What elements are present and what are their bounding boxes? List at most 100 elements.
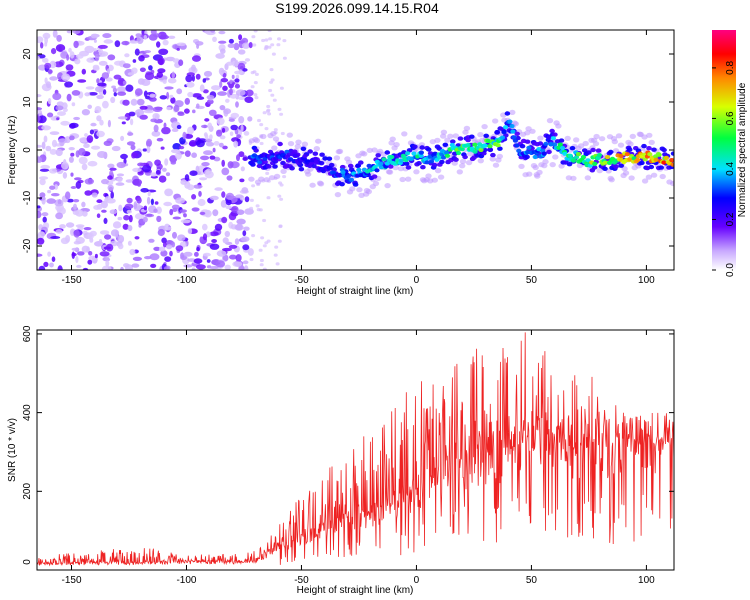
spectral-ridge-mark xyxy=(569,146,576,151)
spectral-noise-mark xyxy=(220,48,226,54)
spectral-noise-mark xyxy=(154,201,159,205)
spectral-noise-mark xyxy=(50,116,58,121)
spectral-noise-mark xyxy=(236,154,240,162)
spectral-ridge-mark xyxy=(514,131,520,136)
spectral-ridge-mark xyxy=(398,158,404,163)
spectral-noise-mark xyxy=(248,42,253,49)
spectral-noise-mark xyxy=(224,230,230,238)
spectral-noise-mark xyxy=(81,163,88,171)
spectral-noise-mark xyxy=(175,197,186,204)
spectral-ridge-mark xyxy=(425,173,432,179)
spectral-noise-mark xyxy=(165,172,171,177)
spectral-noise-mark xyxy=(59,224,66,229)
spectral-ridge-mark xyxy=(584,175,591,181)
spectral-noise-mark xyxy=(138,55,145,62)
spectral-ridge-mark xyxy=(511,135,517,140)
spectral-noise-mark xyxy=(104,258,111,262)
spectral-ridge-mark xyxy=(272,136,280,142)
spectral-noise-mark xyxy=(107,175,113,180)
spectral-noise-mark xyxy=(219,105,226,111)
figure-title: S199.2026.099.14.15.R04 xyxy=(275,0,439,16)
spectral-noise-mark xyxy=(240,236,250,243)
spectral-noise-mark xyxy=(228,38,234,44)
spectral-noise-mark xyxy=(247,116,253,122)
spectral-ridge-mark xyxy=(670,162,674,167)
spectral-ridge-mark xyxy=(608,177,615,183)
spectral-noise-mark xyxy=(175,245,184,252)
colorbar-label: Normalized spectral amplitude xyxy=(737,82,748,217)
spectral-noise-mark xyxy=(202,252,211,257)
spectral-noise-mark xyxy=(87,259,93,265)
spectral-noise-mark xyxy=(87,160,98,167)
spectral-noise-mark xyxy=(270,43,275,47)
spectral-noise-mark xyxy=(202,223,208,231)
spectral-noise-mark xyxy=(117,235,125,243)
spectral-noise-mark xyxy=(96,199,103,204)
spectral-noise-mark xyxy=(72,210,80,215)
spectral-noise-mark xyxy=(109,167,117,171)
spectrogram-ytick-label: 10 xyxy=(22,96,33,108)
spectral-noise-mark xyxy=(219,72,224,76)
spectral-noise-mark xyxy=(195,139,205,148)
spectral-noise-mark xyxy=(221,216,228,224)
spectral-noise-mark xyxy=(231,205,239,213)
spectral-ridge-mark xyxy=(482,147,488,153)
spectral-ridge-mark xyxy=(557,142,563,147)
spectral-noise-mark xyxy=(120,135,125,141)
spectral-noise-mark xyxy=(235,74,240,79)
spectral-noise-mark xyxy=(240,166,245,172)
spectral-noise-mark xyxy=(47,112,54,118)
spectral-noise-mark xyxy=(143,90,148,98)
spectral-noise-mark xyxy=(90,122,97,127)
spectral-noise-mark xyxy=(116,173,125,177)
spectral-noise-mark xyxy=(98,60,108,66)
spectral-noise-mark xyxy=(117,243,124,250)
spectral-noise-mark xyxy=(185,74,193,83)
spectral-ridge-mark xyxy=(541,151,547,156)
spectral-noise-mark xyxy=(238,151,245,158)
spectral-ridge-mark xyxy=(648,164,655,170)
spectral-noise-mark xyxy=(41,141,46,150)
spectral-noise-mark xyxy=(55,229,63,234)
spectral-noise-mark xyxy=(219,135,226,140)
spectral-ridge-mark xyxy=(418,153,424,158)
spectral-noise-mark xyxy=(77,79,87,83)
spectral-ridge-mark xyxy=(658,165,664,170)
spectral-noise-mark xyxy=(229,254,237,260)
spectral-noise-mark xyxy=(228,244,238,249)
spectral-noise-mark xyxy=(171,128,179,132)
spectral-ridge-mark xyxy=(641,134,648,140)
spectral-noise-mark xyxy=(93,205,101,210)
spectral-ridge-mark xyxy=(348,177,355,182)
spectral-noise-mark xyxy=(266,196,271,200)
spectral-noise-mark xyxy=(129,118,134,126)
spectral-ridge-mark xyxy=(611,139,618,145)
spectral-ridge-mark xyxy=(537,135,544,141)
spectral-noise-mark xyxy=(175,151,182,160)
spectral-ridge-mark xyxy=(551,142,558,147)
spectral-noise-mark xyxy=(164,158,169,166)
spectral-ridge-mark xyxy=(552,154,559,160)
spectral-noise-mark xyxy=(172,216,181,220)
spectral-ridge-mark xyxy=(334,192,342,198)
spectral-noise-mark xyxy=(81,201,86,208)
spectrogram-ytick-label: -20 xyxy=(22,238,33,253)
spectral-noise-mark xyxy=(255,204,260,208)
spectral-ridge-mark xyxy=(542,159,549,165)
spectral-ridge-mark xyxy=(494,129,501,135)
spectral-ridge-mark xyxy=(596,168,603,174)
spectral-noise-mark xyxy=(254,96,259,100)
spectral-noise-mark xyxy=(166,244,173,250)
spectral-ridge-mark xyxy=(257,160,263,165)
spectral-noise-mark xyxy=(61,73,71,81)
spectral-noise-mark xyxy=(204,30,213,34)
spectral-noise-mark xyxy=(164,226,172,231)
spectral-noise-mark xyxy=(214,187,223,191)
spectral-ridge-mark xyxy=(465,143,471,148)
spectral-noise-mark xyxy=(205,141,215,147)
spectral-ridge-mark xyxy=(399,176,406,183)
spectral-ridge-mark xyxy=(386,158,392,163)
spectral-ridge-mark xyxy=(387,164,394,169)
spectral-ridge-mark xyxy=(371,147,378,153)
spectral-noise-mark xyxy=(69,122,79,129)
